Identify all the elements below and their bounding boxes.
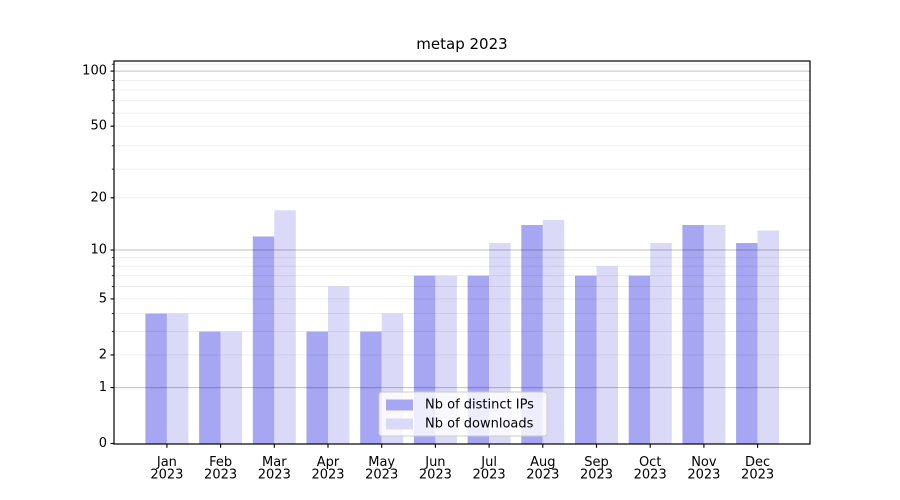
- y-tick-label: 1: [99, 380, 107, 395]
- bar-downloads-dec-2023: [757, 230, 780, 444]
- bar-ips-jan-2023: [145, 313, 167, 444]
- bar-downloads-oct-2023: [650, 243, 672, 444]
- y-tick-label: 50: [90, 119, 107, 134]
- legend-swatch-downloads: [386, 418, 413, 430]
- x-tick-label-year: 2023: [473, 468, 506, 483]
- y-tick-label: 100: [82, 64, 107, 79]
- x-tick-label-year: 2023: [365, 468, 398, 483]
- x-tick-label-month: Dec: [745, 455, 770, 470]
- legend-swatch-ips: [386, 399, 413, 411]
- bar-ips-aug-2023: [521, 225, 543, 444]
- x-tick-label-month: Jan: [156, 455, 177, 470]
- x-tick-label-year: 2023: [580, 468, 613, 483]
- x-tick-label-year: 2023: [634, 468, 667, 483]
- y-tick-label: 0: [99, 436, 107, 451]
- x-tick-label-month: May: [368, 455, 395, 470]
- bar-downloads-apr-2023: [328, 286, 350, 444]
- chart-title: metap 2023: [416, 35, 508, 53]
- bar-downloads-feb-2023: [220, 331, 243, 444]
- y-tick-label: 20: [90, 190, 107, 205]
- x-tick-label-month: Mar: [262, 455, 287, 470]
- x-tick-label-month: Apr: [317, 455, 340, 470]
- bar-ips-nov-2023: [682, 225, 704, 444]
- y-tick-label: 10: [90, 243, 107, 258]
- x-tick-label-month: Jul: [480, 455, 497, 470]
- bar-ips-dec-2023: [736, 243, 758, 444]
- x-tick-label-month: Aug: [530, 455, 555, 470]
- x-tick-label-year: 2023: [204, 468, 237, 483]
- x-tick-label-year: 2023: [419, 468, 452, 483]
- bar-downloads-nov-2023: [703, 225, 726, 444]
- x-tick-label-month: Jun: [424, 455, 445, 470]
- legend-box: [378, 391, 548, 437]
- x-tick-label-month: Nov: [691, 455, 717, 470]
- bar-downloads-mar-2023: [274, 210, 296, 444]
- legend-label: Nb of downloads: [425, 417, 534, 432]
- x-tick-label-year: 2023: [150, 468, 183, 483]
- legend-label: Nb of distinct IPs: [425, 398, 534, 413]
- bar-ips-mar-2023: [252, 236, 275, 444]
- bar-ips-sep-2023: [575, 275, 597, 444]
- x-tick-label-month: Feb: [209, 455, 232, 470]
- x-tick-label-year: 2023: [311, 468, 344, 483]
- x-tick-label-year: 2023: [258, 468, 291, 483]
- x-tick-label-year: 2023: [687, 468, 720, 483]
- bar-downloads-jan-2023: [166, 313, 189, 444]
- bar-downloads-aug-2023: [542, 219, 565, 444]
- plot-border: [113, 60, 811, 445]
- x-tick-label-year: 2023: [526, 468, 559, 483]
- bar-ips-oct-2023: [628, 275, 651, 444]
- bar-ips-apr-2023: [306, 331, 328, 444]
- bar-ips-feb-2023: [199, 331, 221, 444]
- y-tick-label: 2: [99, 347, 107, 362]
- bar-downloads-sep-2023: [596, 266, 618, 444]
- x-tick-label-month: Oct: [639, 455, 661, 470]
- y-tick-label: 5: [99, 291, 107, 306]
- x-tick-label-month: Sep: [584, 455, 609, 470]
- bar-ips-may-2023: [360, 331, 382, 444]
- x-tick-label-year: 2023: [741, 468, 774, 483]
